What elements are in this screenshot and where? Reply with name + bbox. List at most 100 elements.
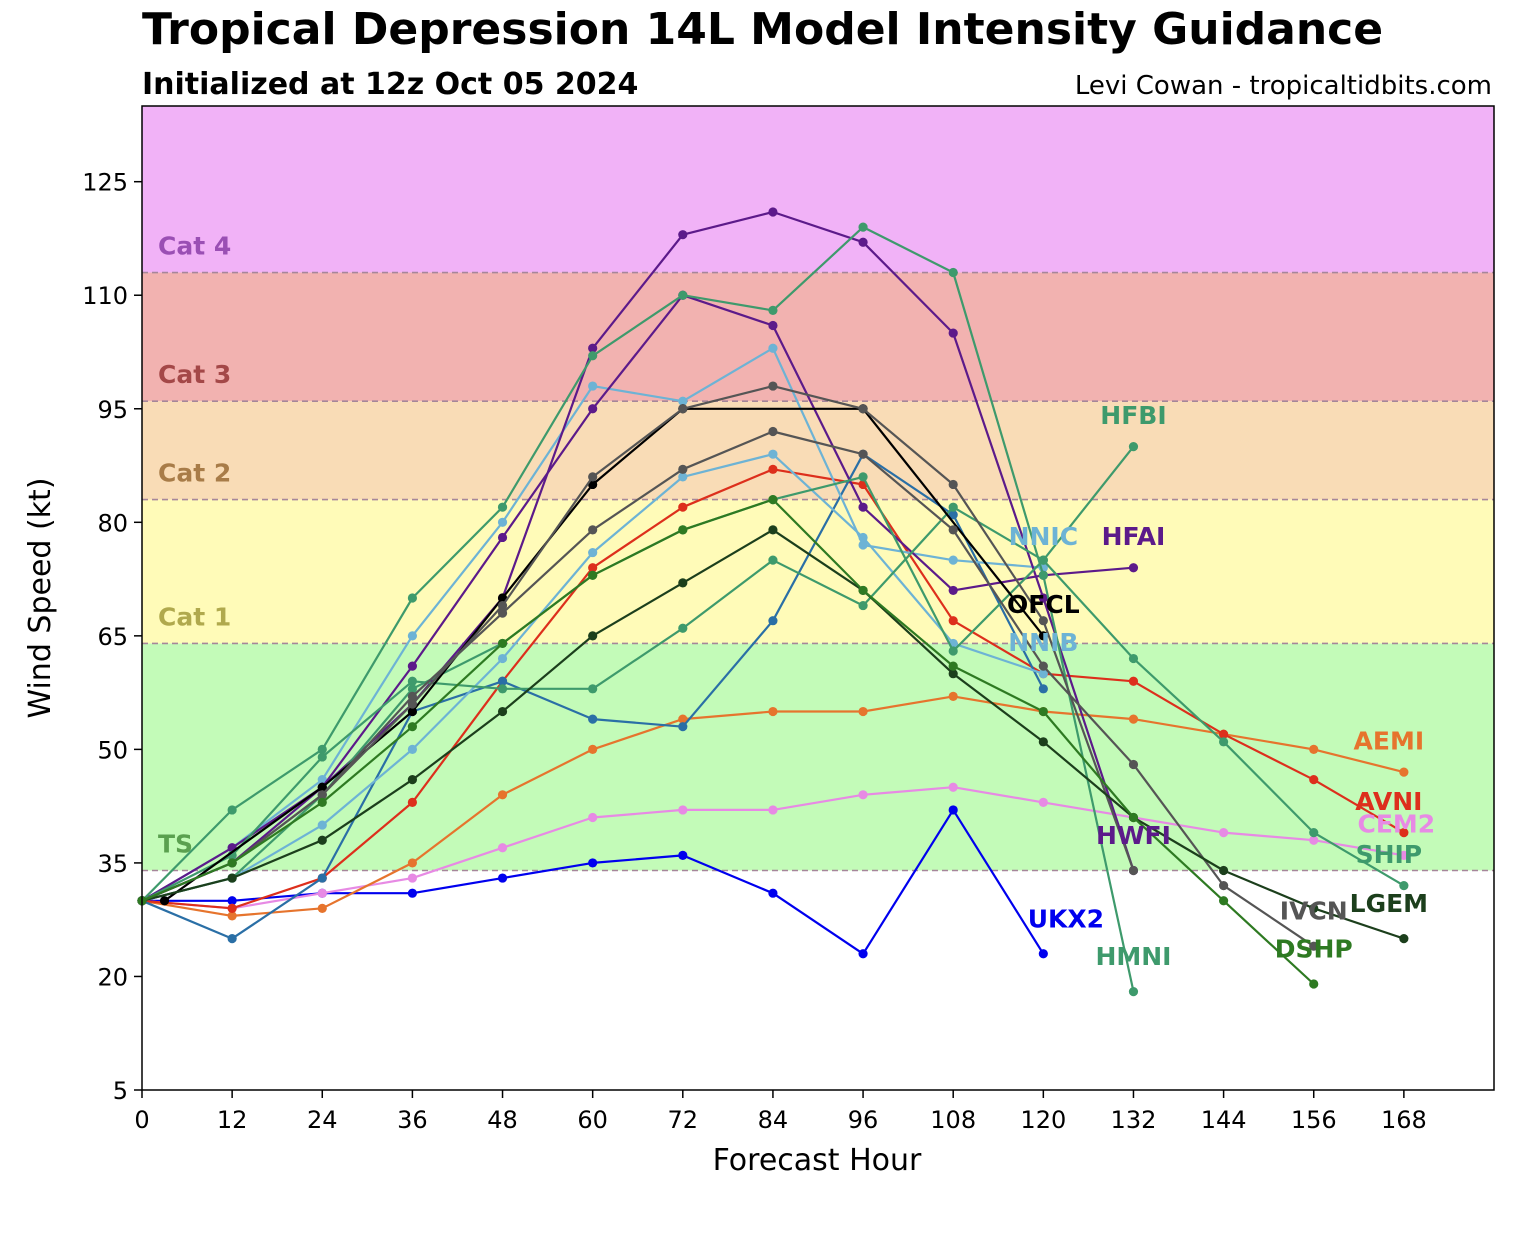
point-dshp <box>858 585 868 596</box>
series-aemi <box>137 691 1409 921</box>
point-series-12 <box>317 752 327 762</box>
point-ofcl <box>1038 631 1048 641</box>
series-label-nnic: NNIC <box>1009 522 1079 551</box>
y-tick-label: 125 <box>82 169 128 197</box>
point-ukx2 <box>588 858 598 868</box>
point-series-12 <box>858 600 868 611</box>
point-hmni <box>678 290 688 300</box>
point-hfai <box>1128 563 1139 573</box>
point-aemi <box>768 706 778 717</box>
point-dshp <box>948 661 958 671</box>
point-lgem <box>588 631 598 641</box>
point-series-12 <box>497 684 508 694</box>
point-series-4 <box>948 510 958 520</box>
x-tick-label: 60 <box>577 1106 608 1134</box>
point-lgem <box>1038 737 1048 747</box>
point-series-12 <box>588 684 598 694</box>
point-series-15 <box>1038 616 1048 626</box>
point-hmni <box>858 222 868 232</box>
series-label-hmni: HMNI <box>1095 942 1171 971</box>
x-tick-label: 108 <box>930 1106 976 1134</box>
point-dshp <box>768 495 778 505</box>
point-ukx2 <box>497 873 508 883</box>
point-ivcn <box>1309 941 1319 951</box>
x-tick-label: 24 <box>307 1106 338 1134</box>
point-series-15 <box>678 404 688 414</box>
band-label-cat-4: Cat 4 <box>158 232 231 261</box>
point-avni <box>1399 828 1409 838</box>
point-nnib <box>407 744 417 754</box>
series-line-hwfi <box>141 210 1135 902</box>
point-series-4 <box>497 676 508 686</box>
point-ivcn <box>1038 661 1048 671</box>
point-dshp <box>227 858 237 868</box>
point-aemi <box>588 744 598 754</box>
point-ukx2 <box>858 949 868 959</box>
point-series-15 <box>1128 865 1139 876</box>
point-ukx2 <box>768 888 778 898</box>
series-label-hfbi: HFBI <box>1100 401 1166 430</box>
point-hwfi <box>858 237 868 247</box>
point-series-4 <box>678 722 688 732</box>
point-series-15 <box>858 404 868 414</box>
model-lines <box>137 207 1409 997</box>
point-lgem <box>1399 934 1409 944</box>
point-series-12 <box>1399 881 1409 891</box>
point-lgem <box>1309 903 1319 913</box>
point-avni <box>407 797 417 807</box>
point-aemi <box>1309 744 1319 754</box>
y-tick-label: 35 <box>97 850 128 878</box>
x-axis: 0 12 24 36 48 60 72 84 96 108 120 132 144 156 168 <box>134 1090 1427 1134</box>
point-lgem <box>678 578 688 588</box>
point-cem2 <box>1219 828 1229 838</box>
point-ivcn <box>768 426 778 437</box>
point-ivcn <box>1219 881 1229 891</box>
point-lgem <box>497 706 508 717</box>
point-hmni <box>1128 987 1139 997</box>
point-cem2 <box>768 805 778 815</box>
point-hmni <box>768 305 778 315</box>
point-nnic <box>858 540 868 550</box>
point-hmni <box>588 351 598 361</box>
point-ofcl <box>497 593 508 603</box>
series-label-hfai: HFAI <box>1102 522 1166 551</box>
point-series-12 <box>1038 555 1048 565</box>
x-tick-label: 48 <box>487 1106 518 1134</box>
series-line-cem2 <box>141 786 1405 910</box>
point-aemi <box>948 691 958 702</box>
point-cem2 <box>678 805 688 815</box>
point-lgem <box>1219 865 1229 876</box>
series-series-12 <box>137 502 1409 906</box>
point-series-15 <box>948 479 958 490</box>
model-labels: UKX2 CEM2 AEMI AVNI NNIC NNIB HFAI HWFI HFBI HMNI… <box>1007 401 1435 971</box>
point-series-15 <box>588 472 598 482</box>
point-ivcn <box>948 525 958 535</box>
point-hmni <box>497 502 508 512</box>
point-hfbi <box>858 472 868 482</box>
plot-frame <box>141 105 1495 1091</box>
point-avni <box>948 616 958 626</box>
x-tick-label: 120 <box>1020 1106 1066 1134</box>
point-hmni <box>948 267 958 278</box>
point-hwfi <box>948 328 958 338</box>
point-aemi <box>407 858 417 868</box>
point-avni <box>678 502 688 512</box>
point-ukx2 <box>678 850 688 860</box>
point-hwfi <box>1038 593 1048 603</box>
point-ivcn <box>858 449 868 459</box>
series-label-ofcl: OFCL <box>1007 590 1080 619</box>
x-tick-label: 84 <box>758 1106 789 1134</box>
point-series-12 <box>948 502 958 512</box>
y-tick-label: 80 <box>97 509 128 537</box>
point-dshp <box>588 570 598 580</box>
point-avni <box>1219 729 1229 739</box>
point-hmni <box>317 744 327 754</box>
point-hfai <box>407 661 417 671</box>
point-dshp <box>317 797 327 807</box>
x-tick-label: 0 <box>134 1106 149 1134</box>
x-tick-label: 156 <box>1291 1106 1337 1134</box>
point-cem2 <box>1309 835 1319 845</box>
point-dshp <box>678 525 688 535</box>
point-dshp <box>1219 896 1229 906</box>
series-label-ukx2: UKX2 <box>1028 904 1104 933</box>
